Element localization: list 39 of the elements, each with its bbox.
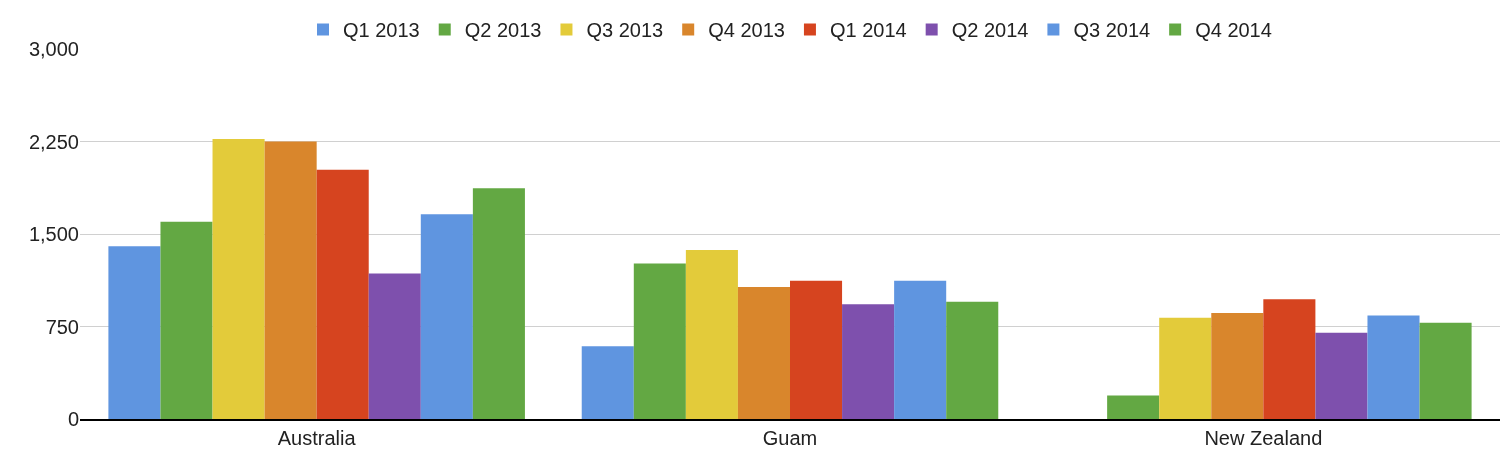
bar: [790, 280, 843, 419]
bar: [472, 188, 525, 419]
x-tick-label: Australia: [277, 427, 357, 449]
y-tick-label: 1,500: [28, 223, 79, 245]
bar: [212, 139, 265, 419]
x-tick-label: New Zealand: [1204, 427, 1323, 449]
y-tick-label: 2,250: [28, 130, 79, 153]
bar: [1419, 322, 1472, 419]
bar: [685, 250, 738, 419]
y-tick-label: 3,000: [28, 38, 79, 60]
bar: [1367, 315, 1420, 419]
legend-label: Q3 2013: [586, 19, 664, 42]
legend-label: Q2 2013: [464, 19, 542, 42]
bar: [316, 169, 369, 419]
bar: [737, 287, 790, 419]
bar: [1159, 317, 1212, 419]
legend-label: Q3 2014: [1073, 19, 1151, 42]
bar: [160, 221, 213, 419]
bar: [633, 263, 686, 419]
legend-label: Q4 2013: [708, 19, 785, 42]
bar: [108, 246, 161, 419]
bar: [368, 273, 421, 419]
bar: [842, 304, 895, 419]
bar: [264, 141, 317, 419]
bar: [420, 214, 473, 419]
bar: [581, 346, 634, 419]
bar: [1263, 299, 1316, 419]
y-tick-label: 750: [45, 315, 79, 338]
legend-label: Q2 2014: [951, 19, 1029, 42]
bar: [1211, 312, 1264, 419]
legend-label: Q1 2014: [829, 19, 907, 42]
bar: [894, 280, 947, 419]
x-tick-label: Guam: [762, 427, 818, 449]
y-tick-label: 0: [67, 408, 79, 430]
legend-label: Q1 2013: [343, 19, 420, 42]
legend-label: Q4 2014: [1195, 19, 1272, 42]
bar: [1315, 332, 1368, 419]
bar: [1107, 395, 1160, 419]
bar: [946, 301, 999, 419]
